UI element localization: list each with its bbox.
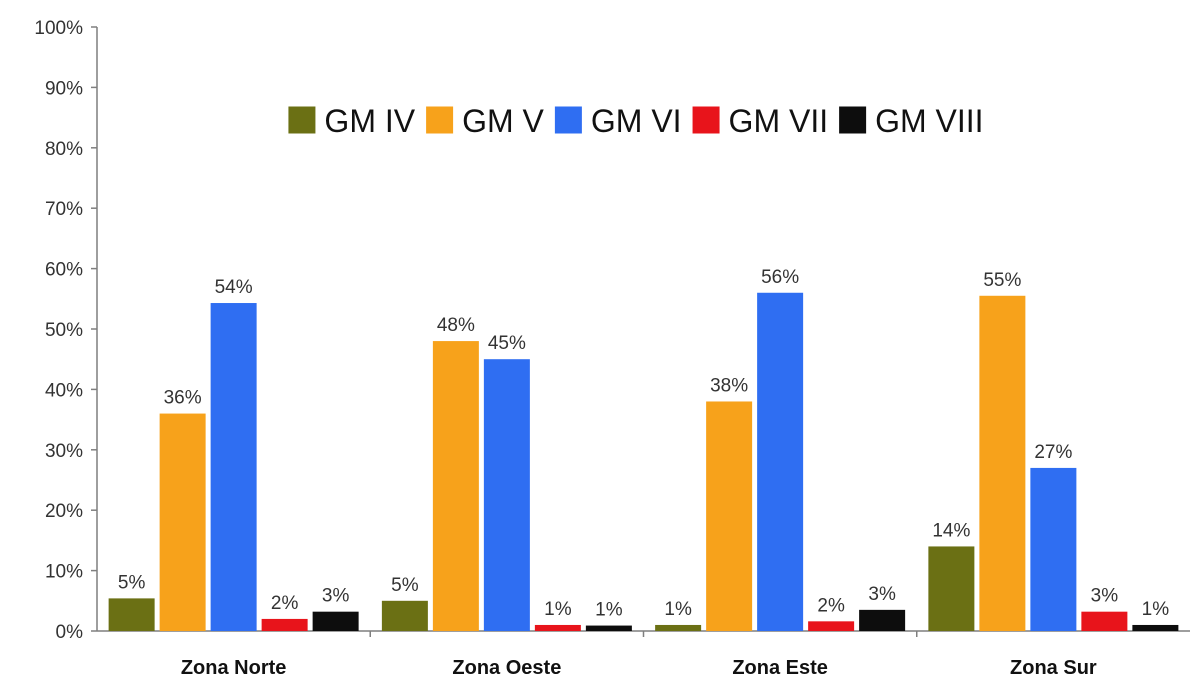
x-category-label: Zona Este	[732, 657, 828, 679]
y-tick-label: 20%	[45, 501, 83, 522]
legend-swatch	[288, 107, 315, 134]
data-label: 1%	[544, 599, 572, 620]
data-label: 3%	[1091, 586, 1119, 607]
y-tick-label: 60%	[45, 260, 83, 281]
data-label: 3%	[868, 584, 896, 605]
data-label: 55%	[983, 270, 1021, 291]
legend-label: GM VI	[591, 103, 682, 139]
data-label: 3%	[322, 586, 350, 607]
bar-gm-vii-zona-oeste	[535, 625, 581, 631]
data-label: 48%	[437, 315, 475, 336]
bar-gm-viii-zona-norte	[313, 612, 359, 631]
data-label: 5%	[118, 572, 146, 593]
data-label: 36%	[164, 388, 202, 409]
bar-gm-vii-zona-norte	[262, 619, 308, 631]
bar-gm-v-zona-oeste	[433, 341, 479, 631]
legend-swatch	[693, 107, 720, 134]
legend-label: GM VII	[729, 103, 829, 139]
x-category-label: Zona Norte	[181, 657, 287, 679]
bar-gm-viii-zona-oeste	[586, 626, 632, 631]
legend-item: GM VIII	[839, 103, 983, 139]
y-tick-label: 90%	[45, 78, 83, 99]
legend-item: GM V	[426, 103, 544, 139]
data-label: 2%	[817, 595, 845, 616]
bar-gm-iv-zona-norte	[109, 598, 155, 631]
y-tick-label: 0%	[56, 622, 84, 643]
bar-gm-vi-zona-sur	[1030, 468, 1076, 631]
bar-gm-vi-zona-este	[757, 293, 803, 631]
bar-gm-vi-zona-norte	[211, 303, 257, 631]
x-category-label: Zona Sur	[1010, 657, 1097, 679]
y-tick-label: 40%	[45, 380, 83, 401]
data-label: 38%	[710, 375, 748, 396]
bars: 5% 36% 54% 2% 3% 5% 48% 45% 1% 1% 1% 38% 56% 2% 3% 14% 5…	[109, 267, 1179, 631]
bar-gm-v-zona-sur	[979, 296, 1025, 631]
y-tick-label: 80%	[45, 139, 83, 160]
bar-gm-iv-zona-oeste	[382, 601, 428, 631]
data-label: 54%	[215, 277, 253, 298]
legend-swatch	[426, 107, 453, 134]
bar-gm-viii-zona-este	[859, 610, 905, 631]
data-label: 1%	[1142, 599, 1170, 620]
legend-swatch	[555, 107, 582, 134]
bar-gm-vii-zona-este	[808, 621, 854, 631]
bar-gm-v-zona-norte	[160, 414, 206, 631]
bar-gm-v-zona-este	[706, 401, 752, 631]
legend-label: GM VIII	[875, 103, 983, 139]
bar-gm-vi-zona-oeste	[484, 359, 530, 631]
legend: GM IV GM V GM VI GM VII GM VIII	[288, 103, 983, 139]
data-label: 1%	[595, 600, 623, 621]
bar-gm-vii-zona-sur	[1081, 612, 1127, 631]
data-label: 5%	[391, 575, 419, 596]
bar-gm-iv-zona-este	[655, 625, 701, 631]
data-label: 14%	[932, 520, 970, 541]
y-tick-label: 30%	[45, 441, 83, 462]
legend-item: GM IV	[288, 103, 415, 139]
y-tick-label: 70%	[45, 199, 83, 220]
data-label: 1%	[664, 599, 692, 620]
y-tick-label: 50%	[45, 320, 83, 341]
x-category-label: Zona Oeste	[452, 657, 561, 679]
y-tick-label: 10%	[45, 562, 83, 583]
legend-item: GM VII	[693, 103, 829, 139]
bar-gm-viii-zona-sur	[1132, 625, 1178, 631]
legend-label: GM V	[462, 103, 544, 139]
data-label: 27%	[1034, 442, 1072, 463]
y-tick-label: 100%	[34, 18, 83, 39]
bar-gm-iv-zona-sur	[928, 546, 974, 631]
data-label: 45%	[488, 333, 526, 354]
data-label: 2%	[271, 593, 299, 614]
legend-item: GM VI	[555, 103, 682, 139]
data-label: 56%	[761, 267, 799, 288]
legend-swatch	[839, 107, 866, 134]
legend-label: GM IV	[324, 103, 415, 139]
